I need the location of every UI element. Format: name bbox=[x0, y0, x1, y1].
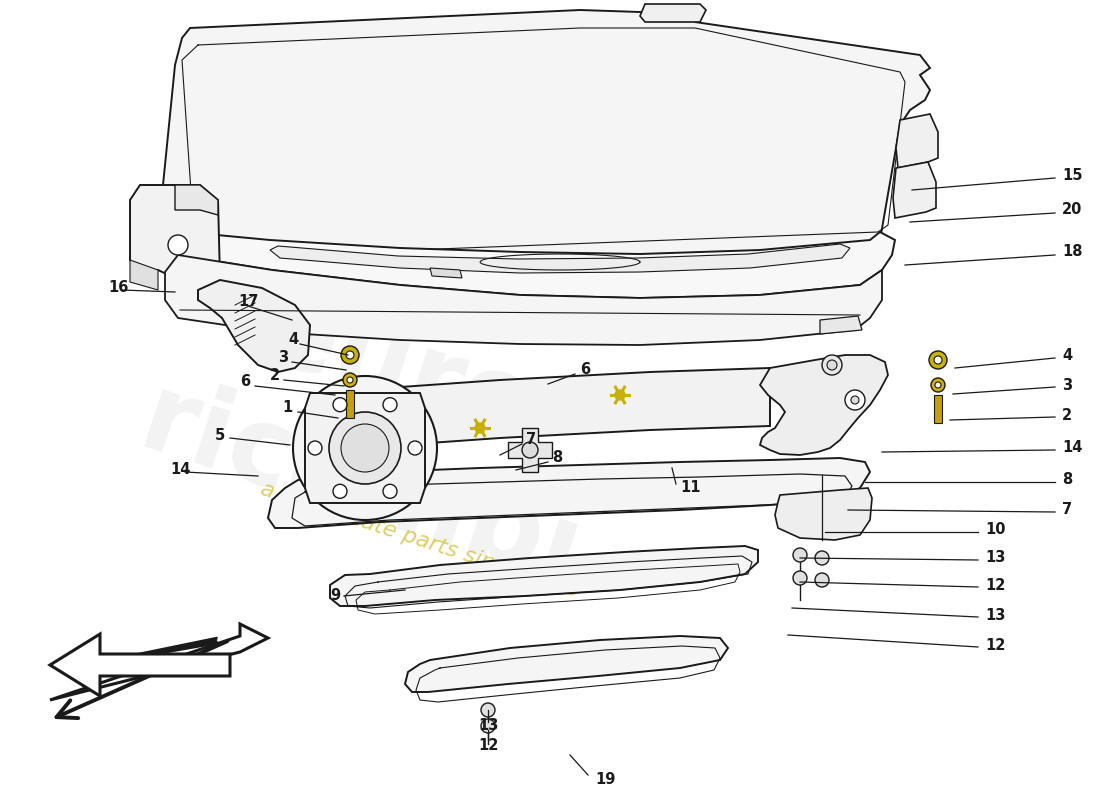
Circle shape bbox=[383, 398, 397, 412]
Circle shape bbox=[475, 423, 485, 433]
Polygon shape bbox=[130, 185, 220, 296]
Text: 8: 8 bbox=[1062, 473, 1072, 487]
Circle shape bbox=[333, 398, 346, 412]
Circle shape bbox=[408, 441, 422, 455]
Polygon shape bbox=[130, 260, 158, 290]
Circle shape bbox=[827, 360, 837, 370]
Circle shape bbox=[822, 355, 842, 375]
Polygon shape bbox=[165, 255, 882, 345]
Circle shape bbox=[815, 573, 829, 587]
Polygon shape bbox=[268, 458, 870, 528]
Polygon shape bbox=[330, 368, 770, 450]
Circle shape bbox=[851, 396, 859, 404]
Text: 5: 5 bbox=[214, 427, 225, 442]
Text: 2: 2 bbox=[1062, 407, 1072, 422]
Text: 14: 14 bbox=[170, 462, 190, 478]
Text: 3: 3 bbox=[1062, 378, 1072, 393]
Circle shape bbox=[522, 442, 538, 458]
Circle shape bbox=[329, 412, 402, 484]
Bar bbox=[346, 390, 354, 418]
Text: 14: 14 bbox=[1062, 441, 1082, 455]
Text: 7: 7 bbox=[1062, 502, 1072, 518]
Circle shape bbox=[346, 377, 353, 383]
Circle shape bbox=[293, 376, 437, 520]
Text: 16: 16 bbox=[108, 281, 129, 295]
Text: a passionate parts since 1985: a passionate parts since 1985 bbox=[257, 478, 582, 602]
Text: 11: 11 bbox=[680, 481, 701, 495]
Circle shape bbox=[168, 235, 188, 255]
Polygon shape bbox=[50, 624, 268, 700]
Text: 18: 18 bbox=[1062, 245, 1082, 259]
Polygon shape bbox=[172, 232, 895, 298]
Circle shape bbox=[793, 571, 807, 585]
Circle shape bbox=[343, 373, 358, 387]
Circle shape bbox=[383, 484, 397, 498]
Text: 13: 13 bbox=[984, 607, 1005, 622]
Text: 12: 12 bbox=[478, 738, 498, 753]
Circle shape bbox=[930, 351, 947, 369]
Circle shape bbox=[333, 484, 346, 498]
Text: 10: 10 bbox=[984, 522, 1005, 538]
Text: 12: 12 bbox=[984, 638, 1005, 653]
Circle shape bbox=[341, 346, 359, 364]
Text: 13: 13 bbox=[478, 718, 498, 734]
Polygon shape bbox=[640, 4, 706, 22]
Text: 1: 1 bbox=[282, 401, 293, 415]
Text: 2: 2 bbox=[270, 369, 280, 383]
Text: 17: 17 bbox=[238, 294, 258, 310]
Circle shape bbox=[615, 390, 625, 400]
Circle shape bbox=[931, 378, 945, 392]
Polygon shape bbox=[760, 355, 888, 455]
Polygon shape bbox=[508, 428, 552, 472]
Text: 15: 15 bbox=[1062, 167, 1082, 182]
Circle shape bbox=[793, 548, 807, 562]
Polygon shape bbox=[896, 114, 938, 168]
Circle shape bbox=[934, 356, 942, 364]
Text: 20: 20 bbox=[1062, 202, 1082, 218]
Text: 12: 12 bbox=[984, 578, 1005, 593]
Polygon shape bbox=[158, 10, 929, 270]
Circle shape bbox=[815, 551, 829, 565]
Bar bbox=[934, 395, 942, 423]
Polygon shape bbox=[430, 268, 462, 278]
Text: 9: 9 bbox=[330, 589, 340, 603]
Circle shape bbox=[845, 390, 865, 410]
Text: 19: 19 bbox=[595, 773, 615, 787]
Text: 7: 7 bbox=[526, 433, 536, 447]
Circle shape bbox=[308, 441, 322, 455]
Text: 4: 4 bbox=[288, 333, 298, 347]
Text: 3: 3 bbox=[278, 350, 288, 366]
Text: 6: 6 bbox=[240, 374, 250, 390]
Circle shape bbox=[935, 382, 940, 388]
Polygon shape bbox=[330, 546, 758, 606]
Text: 8: 8 bbox=[552, 450, 562, 466]
Text: 4: 4 bbox=[1062, 349, 1072, 363]
Polygon shape bbox=[198, 280, 310, 372]
Polygon shape bbox=[776, 488, 872, 540]
Circle shape bbox=[481, 703, 495, 717]
Text: 6: 6 bbox=[580, 362, 590, 378]
Polygon shape bbox=[405, 636, 728, 692]
Polygon shape bbox=[893, 162, 936, 218]
Polygon shape bbox=[50, 634, 230, 696]
Polygon shape bbox=[305, 393, 425, 503]
Text: euro
ricambi: euro ricambi bbox=[128, 251, 632, 609]
Circle shape bbox=[481, 719, 495, 733]
Circle shape bbox=[341, 424, 389, 472]
Polygon shape bbox=[270, 244, 850, 273]
Polygon shape bbox=[820, 316, 862, 334]
Circle shape bbox=[346, 351, 354, 359]
Polygon shape bbox=[175, 185, 218, 215]
Text: 13: 13 bbox=[984, 550, 1005, 566]
